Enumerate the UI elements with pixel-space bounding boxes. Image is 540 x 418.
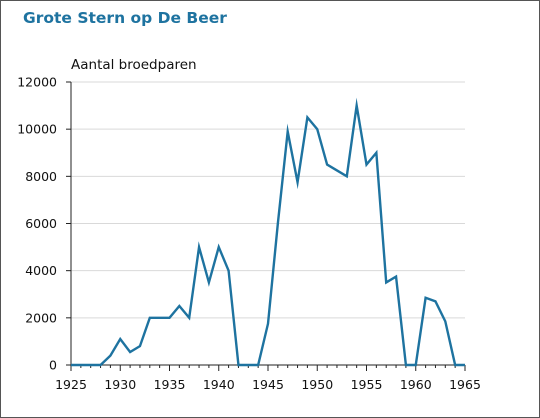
series-layer — [71, 97, 465, 367]
x-tick-label-1940: 1940 — [203, 377, 235, 392]
axes — [66, 81, 466, 371]
y-tick-labels: 0 2000 4000 6000 8000 10000 12000 — [17, 75, 57, 373]
series-line-0 — [71, 97, 465, 367]
x-tick-label-1965: 1965 — [449, 377, 481, 392]
y-tick-label-8000: 8000 — [25, 169, 57, 184]
y-tick-label-4000: 4000 — [25, 263, 57, 278]
y-tick-label-0: 0 — [49, 358, 57, 373]
y-tick-label-2000: 2000 — [25, 310, 57, 325]
x-tick-label-1930: 1930 — [104, 377, 136, 392]
x-tick-label-1960: 1960 — [400, 377, 432, 392]
y-tick-label-12000: 12000 — [17, 75, 57, 90]
x-tick-label-1945: 1945 — [252, 377, 284, 392]
x-tick-label-1950: 1950 — [301, 377, 333, 392]
x-tick-label-1955: 1955 — [351, 377, 383, 392]
y-tick-label-10000: 10000 — [17, 122, 57, 137]
x-tick-labels: 1925 1930 1935 1940 1945 1950 1955 1960 1965 — [55, 377, 481, 392]
x-tick-label-1925: 1925 — [55, 377, 87, 392]
gridlines — [71, 81, 465, 319]
chart-title: Grote Stern op De Beer — [23, 9, 227, 27]
y-tick-label-6000: 6000 — [25, 216, 57, 231]
x-tick-label-1935: 1935 — [154, 377, 186, 392]
y-axis-label: Aantal broedparen — [71, 57, 197, 73]
